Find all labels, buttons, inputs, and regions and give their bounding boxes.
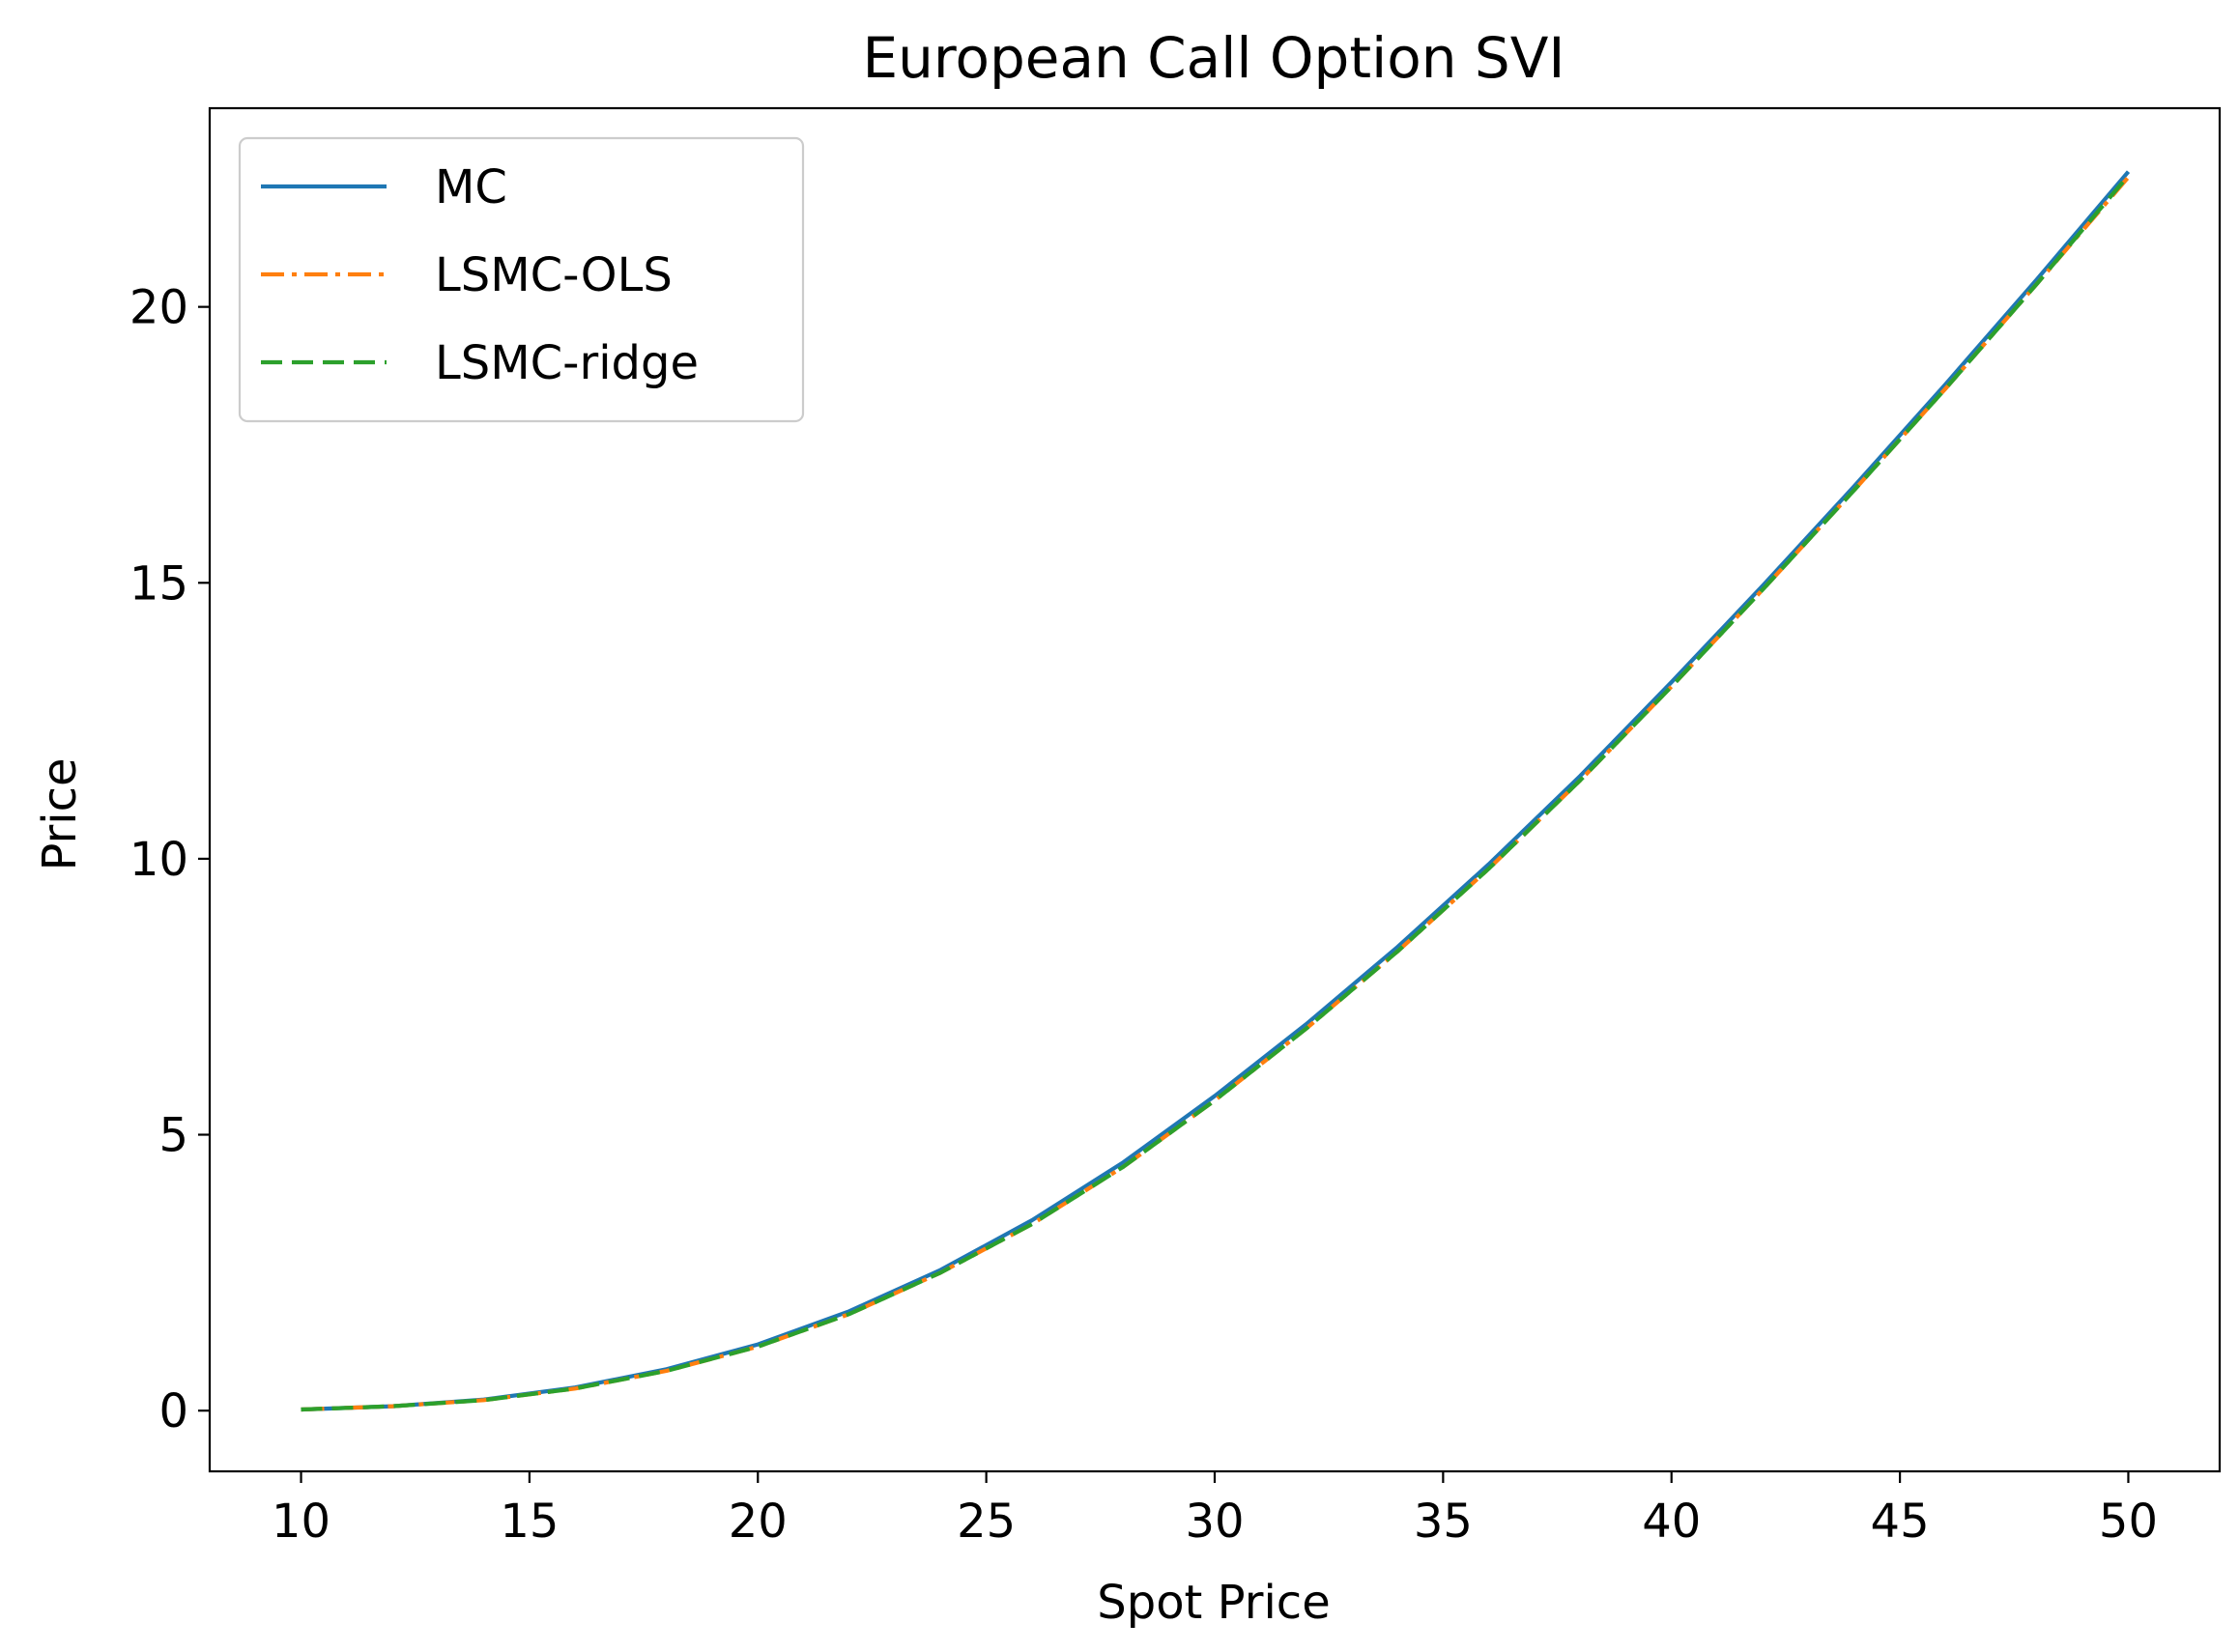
legend-label-mc: MC (435, 160, 507, 214)
x-tick-label: 35 (1414, 1495, 1473, 1549)
chart-title: European Call Option SVI (862, 25, 1564, 91)
x-tick-label: 45 (1871, 1495, 1930, 1549)
y-tick-label: 20 (129, 281, 188, 335)
x-tick-label: 25 (957, 1495, 1016, 1549)
x-tick-label: 20 (729, 1495, 788, 1549)
x-tick-label: 10 (272, 1495, 330, 1549)
x-axis-ticks: 10 15 20 25 30 35 40 45 50 (272, 1471, 2158, 1549)
y-tick-label: 0 (158, 1384, 188, 1438)
series-line-lsmc-ols (301, 176, 2131, 1412)
y-tick-label: 15 (129, 556, 188, 611)
series-line-lsmc-ridge (301, 174, 2131, 1412)
x-tick-label: 30 (1185, 1495, 1244, 1549)
x-tick-label: 50 (2099, 1495, 2158, 1549)
legend-label-lsmc-ridge: LSMC-ridge (435, 336, 699, 390)
y-tick-label: 5 (158, 1109, 188, 1163)
x-tick-label: 15 (500, 1495, 559, 1549)
plot-area (301, 170, 2131, 1412)
legend-label-lsmc-ols: LSMC-OLS (435, 248, 673, 302)
y-axis-ticks: 0 5 10 15 20 (129, 281, 210, 1438)
y-tick-label: 10 (129, 833, 188, 887)
x-tick-label: 40 (1642, 1495, 1701, 1549)
legend-box (238, 136, 805, 423)
x-axis-label: Spot Price (1097, 1576, 1330, 1630)
legend: MC LSMC-OLS LSMC-ridge (238, 136, 805, 423)
y-axis-label: Price (33, 757, 87, 870)
